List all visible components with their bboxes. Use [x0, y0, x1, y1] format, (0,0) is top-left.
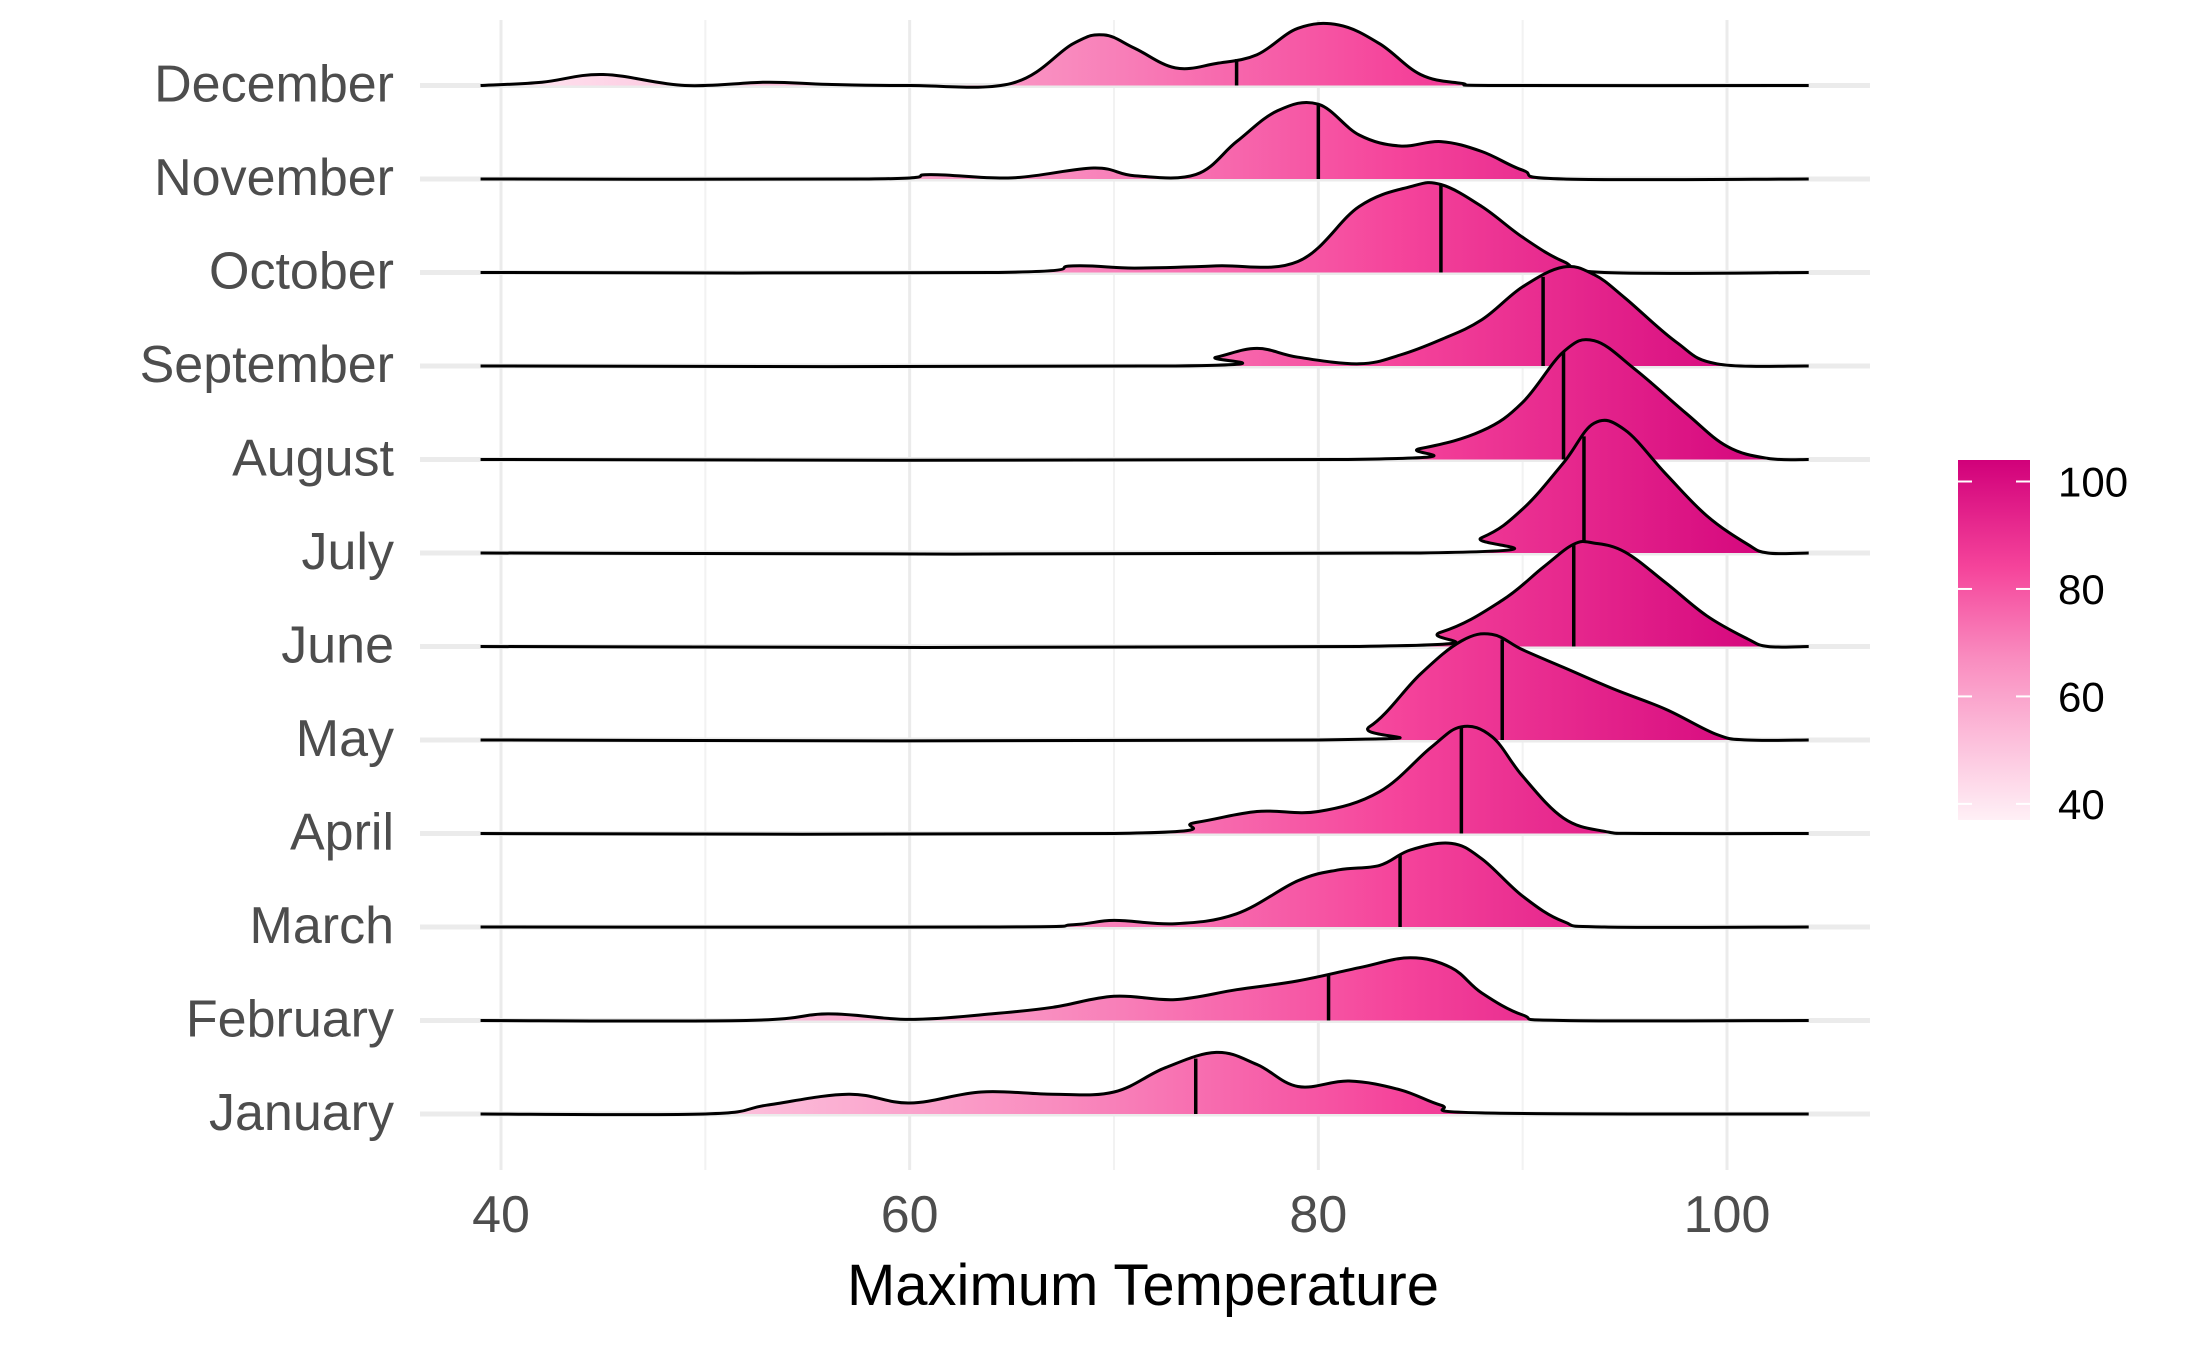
ridge-outline-january — [480, 1050, 1809, 1117]
x-tick-labels: 40 60 80 100 — [472, 1186, 1770, 1244]
ridge-area-june — [480, 541, 1809, 648]
colorbar-legend: 40 60 80 100 — [1958, 458, 2128, 828]
ridge-area-april — [480, 726, 1809, 835]
ridge-area-january — [480, 1052, 1809, 1115]
x-tick-label: 60 — [881, 1186, 939, 1244]
y-tick-label: June — [281, 617, 394, 675]
ridge-area-october — [480, 182, 1809, 274]
ridge-area-august — [480, 339, 1809, 461]
ridge-december — [480, 21, 1809, 89]
ridge-outline-april — [480, 724, 1809, 836]
ridge-october — [480, 181, 1809, 275]
x-tick-label: 40 — [472, 1186, 530, 1244]
ridge-outline-october — [480, 181, 1809, 275]
y-tick-label: May — [296, 710, 394, 768]
ridge-november — [480, 100, 1809, 182]
ridge-april — [480, 724, 1809, 836]
y-tick-label: July — [302, 523, 394, 581]
ridge-outline-july — [480, 418, 1809, 556]
y-tick-label: October — [209, 243, 394, 301]
ridge-outline-may — [480, 632, 1809, 743]
ridge-may — [480, 632, 1809, 743]
ridge-outline-november — [480, 100, 1809, 182]
y-tick-label: September — [140, 336, 394, 394]
y-tick-label: November — [154, 149, 394, 207]
colorbar-tick-label: 80 — [2058, 566, 2105, 613]
y-tick-label: August — [232, 430, 394, 488]
colorbar-tick-label: 40 — [2058, 781, 2105, 828]
y-tick-labels: January February March April May June July Augu… — [140, 56, 395, 1143]
ridge-february — [480, 956, 1809, 1023]
ridge-outline-march — [480, 841, 1809, 929]
ridge-outline-december — [480, 21, 1809, 89]
y-tick-label: January — [209, 1084, 394, 1142]
ridge-august — [480, 338, 1809, 462]
y-tick-label: February — [186, 991, 394, 1049]
ridge-outline-june — [480, 539, 1809, 650]
ridge-area-september — [480, 266, 1809, 367]
ridge-area-december — [480, 23, 1809, 88]
x-tick-label: 80 — [1289, 1186, 1347, 1244]
ridge-area-july — [480, 420, 1809, 555]
colorbar-tick-label: 100 — [2058, 458, 2128, 505]
ridges — [480, 21, 1809, 1117]
colorbar — [1958, 460, 2030, 820]
x-axis-title: Maximum Temperature — [847, 1253, 1439, 1318]
ridge-june — [480, 539, 1809, 650]
colorbar-tick-label: 60 — [2058, 673, 2105, 720]
ridge-march — [480, 841, 1809, 929]
ridge-outline-august — [480, 338, 1809, 462]
x-tick-label: 100 — [1684, 1186, 1771, 1244]
y-tick-label: March — [250, 897, 394, 955]
ridge-area-march — [480, 843, 1809, 928]
ridge-january — [480, 1050, 1809, 1117]
ridge-outline-february — [480, 956, 1809, 1023]
ridge-outline-september — [480, 264, 1809, 369]
ridge-area-may — [480, 633, 1809, 742]
ridge-area-february — [480, 957, 1809, 1022]
y-tick-label: December — [154, 56, 394, 114]
y-tick-label: April — [290, 804, 394, 862]
ridge-july — [480, 418, 1809, 556]
ridge-september — [480, 264, 1809, 369]
ridge-area-november — [480, 102, 1809, 180]
